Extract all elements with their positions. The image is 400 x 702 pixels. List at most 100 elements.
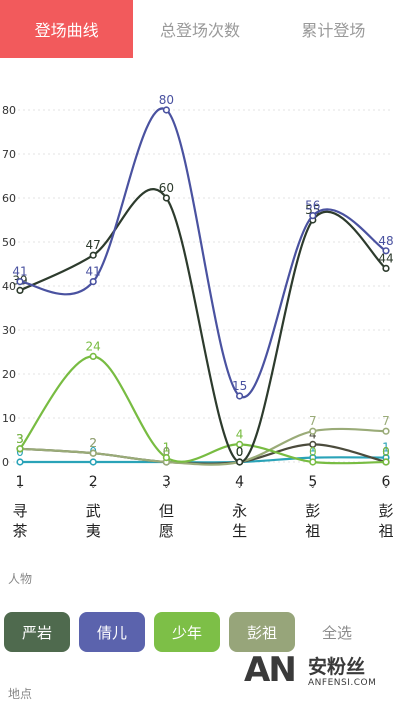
data-label: 41 xyxy=(12,265,27,279)
data-point xyxy=(89,449,97,457)
x-category-label: 武 xyxy=(86,502,101,520)
data-point xyxy=(16,286,24,294)
chip-qianer[interactable]: 倩儿 xyxy=(79,612,145,652)
x-category-label: 生 xyxy=(232,522,247,540)
x-category-label: 彭 xyxy=(305,502,320,520)
tab-cumulative-appearances[interactable]: 累计登场 xyxy=(301,21,366,40)
data-point xyxy=(16,458,24,466)
data-label: 0 xyxy=(382,445,390,459)
x-category-label: 茶 xyxy=(12,522,27,540)
data-label: 41 xyxy=(86,265,101,279)
data-label: 7 xyxy=(382,414,390,428)
y-tick-label: 50 xyxy=(2,236,16,249)
x-category-label: 彭 xyxy=(378,502,393,520)
chip-pengzu[interactable]: 彭祖 xyxy=(229,612,295,652)
data-label: 7 xyxy=(309,414,317,428)
x-tick-label: 2 xyxy=(89,474,98,490)
y-tick-label: 20 xyxy=(2,368,16,381)
data-label: 56 xyxy=(305,199,320,213)
data-label: 0 xyxy=(163,445,171,459)
data-label: 47 xyxy=(86,238,101,252)
data-label: 2 xyxy=(89,436,97,450)
y-tick-label: 30 xyxy=(2,324,16,337)
x-tick-mark: ˇ xyxy=(91,485,96,497)
y-tick-label: 10 xyxy=(2,412,16,425)
data-label: 2 xyxy=(89,436,97,450)
chip-shaonian[interactable]: 少年 xyxy=(154,612,220,652)
data-label: 0 xyxy=(163,445,171,459)
people-filter-chips: 严岩 倩儿 少年 彭祖 全选 xyxy=(4,612,379,652)
x-category-label: 永 xyxy=(232,502,247,520)
data-point xyxy=(16,278,24,286)
x-tick-label: 1 xyxy=(16,474,25,490)
x-tick-label: 3 xyxy=(162,474,171,490)
data-label: 0 xyxy=(309,445,317,459)
data-label: 24 xyxy=(86,339,101,353)
y-tick-label: 0 xyxy=(2,456,9,469)
data-label: 3 xyxy=(16,432,24,446)
x-category-label: 愿 xyxy=(159,522,174,540)
x-tick-label: 4 xyxy=(235,474,244,490)
data-label: 0 xyxy=(236,445,244,459)
tab-total-appearances[interactable]: 总登场次数 xyxy=(159,21,240,40)
select-all-button[interactable]: 全选 xyxy=(321,623,352,642)
x-tick-mark: ˇ xyxy=(164,485,169,497)
x-category-label: 祖 xyxy=(305,522,320,540)
data-label: 48 xyxy=(378,234,393,248)
data-point xyxy=(382,247,390,255)
data-point xyxy=(89,458,97,466)
y-tick-label: 80 xyxy=(2,104,16,117)
y-tick-label: 60 xyxy=(2,192,16,205)
x-category-label: 祖 xyxy=(378,522,393,540)
data-point xyxy=(16,445,24,453)
y-tick-label: 70 xyxy=(2,148,16,161)
x-category-label: 夷 xyxy=(86,522,101,540)
series-line xyxy=(19,427,387,466)
data-point xyxy=(382,458,390,466)
x-category-label: 寻 xyxy=(12,502,27,520)
y-tick-label: 40 xyxy=(2,280,16,293)
data-point xyxy=(382,264,390,272)
place-section-label: 地点 xyxy=(8,687,33,701)
data-label: 1 xyxy=(382,441,390,455)
data-point xyxy=(309,458,317,466)
chart-svg: 0102030405060708000001132004032007732414… xyxy=(2,93,394,540)
data-point xyxy=(309,212,317,220)
x-tick-mark: ˇ xyxy=(310,485,315,497)
data-point xyxy=(89,352,97,361)
watermark-en: ANFENSI.COM xyxy=(308,678,377,688)
chip-yanyan[interactable]: 严岩 xyxy=(4,612,70,652)
data-label: 80 xyxy=(159,93,174,107)
data-label: 0 xyxy=(236,445,244,459)
data-label: 60 xyxy=(159,181,174,195)
watermark-an: AN xyxy=(244,650,297,690)
x-tick-label: 6 xyxy=(382,474,391,490)
x-tick-mark: ˇ xyxy=(384,485,389,497)
data-point xyxy=(236,458,244,466)
data-point xyxy=(382,427,390,435)
series-line xyxy=(19,443,387,465)
series-line xyxy=(19,188,387,464)
tab-appearance-curve[interactable]: 登场曲线 xyxy=(0,0,134,58)
data-point xyxy=(162,194,170,202)
series-line xyxy=(20,456,387,464)
people-section-label: 人物 xyxy=(8,572,33,586)
data-label: 0 xyxy=(236,445,244,459)
data-point xyxy=(309,427,317,435)
appearance-line-chart: 0102030405060708000001132004032007732414… xyxy=(0,80,400,560)
x-tick-mark: ˇ xyxy=(237,485,242,497)
data-point xyxy=(89,251,97,259)
series-line xyxy=(19,107,387,399)
data-label: 44 xyxy=(378,251,393,265)
x-tick-label: 5 xyxy=(308,474,317,490)
data-label: 15 xyxy=(232,379,247,393)
tab-bar: 登场曲线 总登场次数 累计登场 xyxy=(0,0,400,58)
x-tick-mark: ˇ xyxy=(18,485,23,497)
data-label: 3 xyxy=(16,432,24,446)
data-point xyxy=(236,392,244,400)
data-label: 4 xyxy=(236,427,244,441)
data-label: 0 xyxy=(382,445,390,459)
site-watermark-logo: AN 安粉丝 ANFENSI.COM xyxy=(244,650,394,696)
x-category-label: 但 xyxy=(159,502,174,520)
data-point xyxy=(309,440,317,449)
